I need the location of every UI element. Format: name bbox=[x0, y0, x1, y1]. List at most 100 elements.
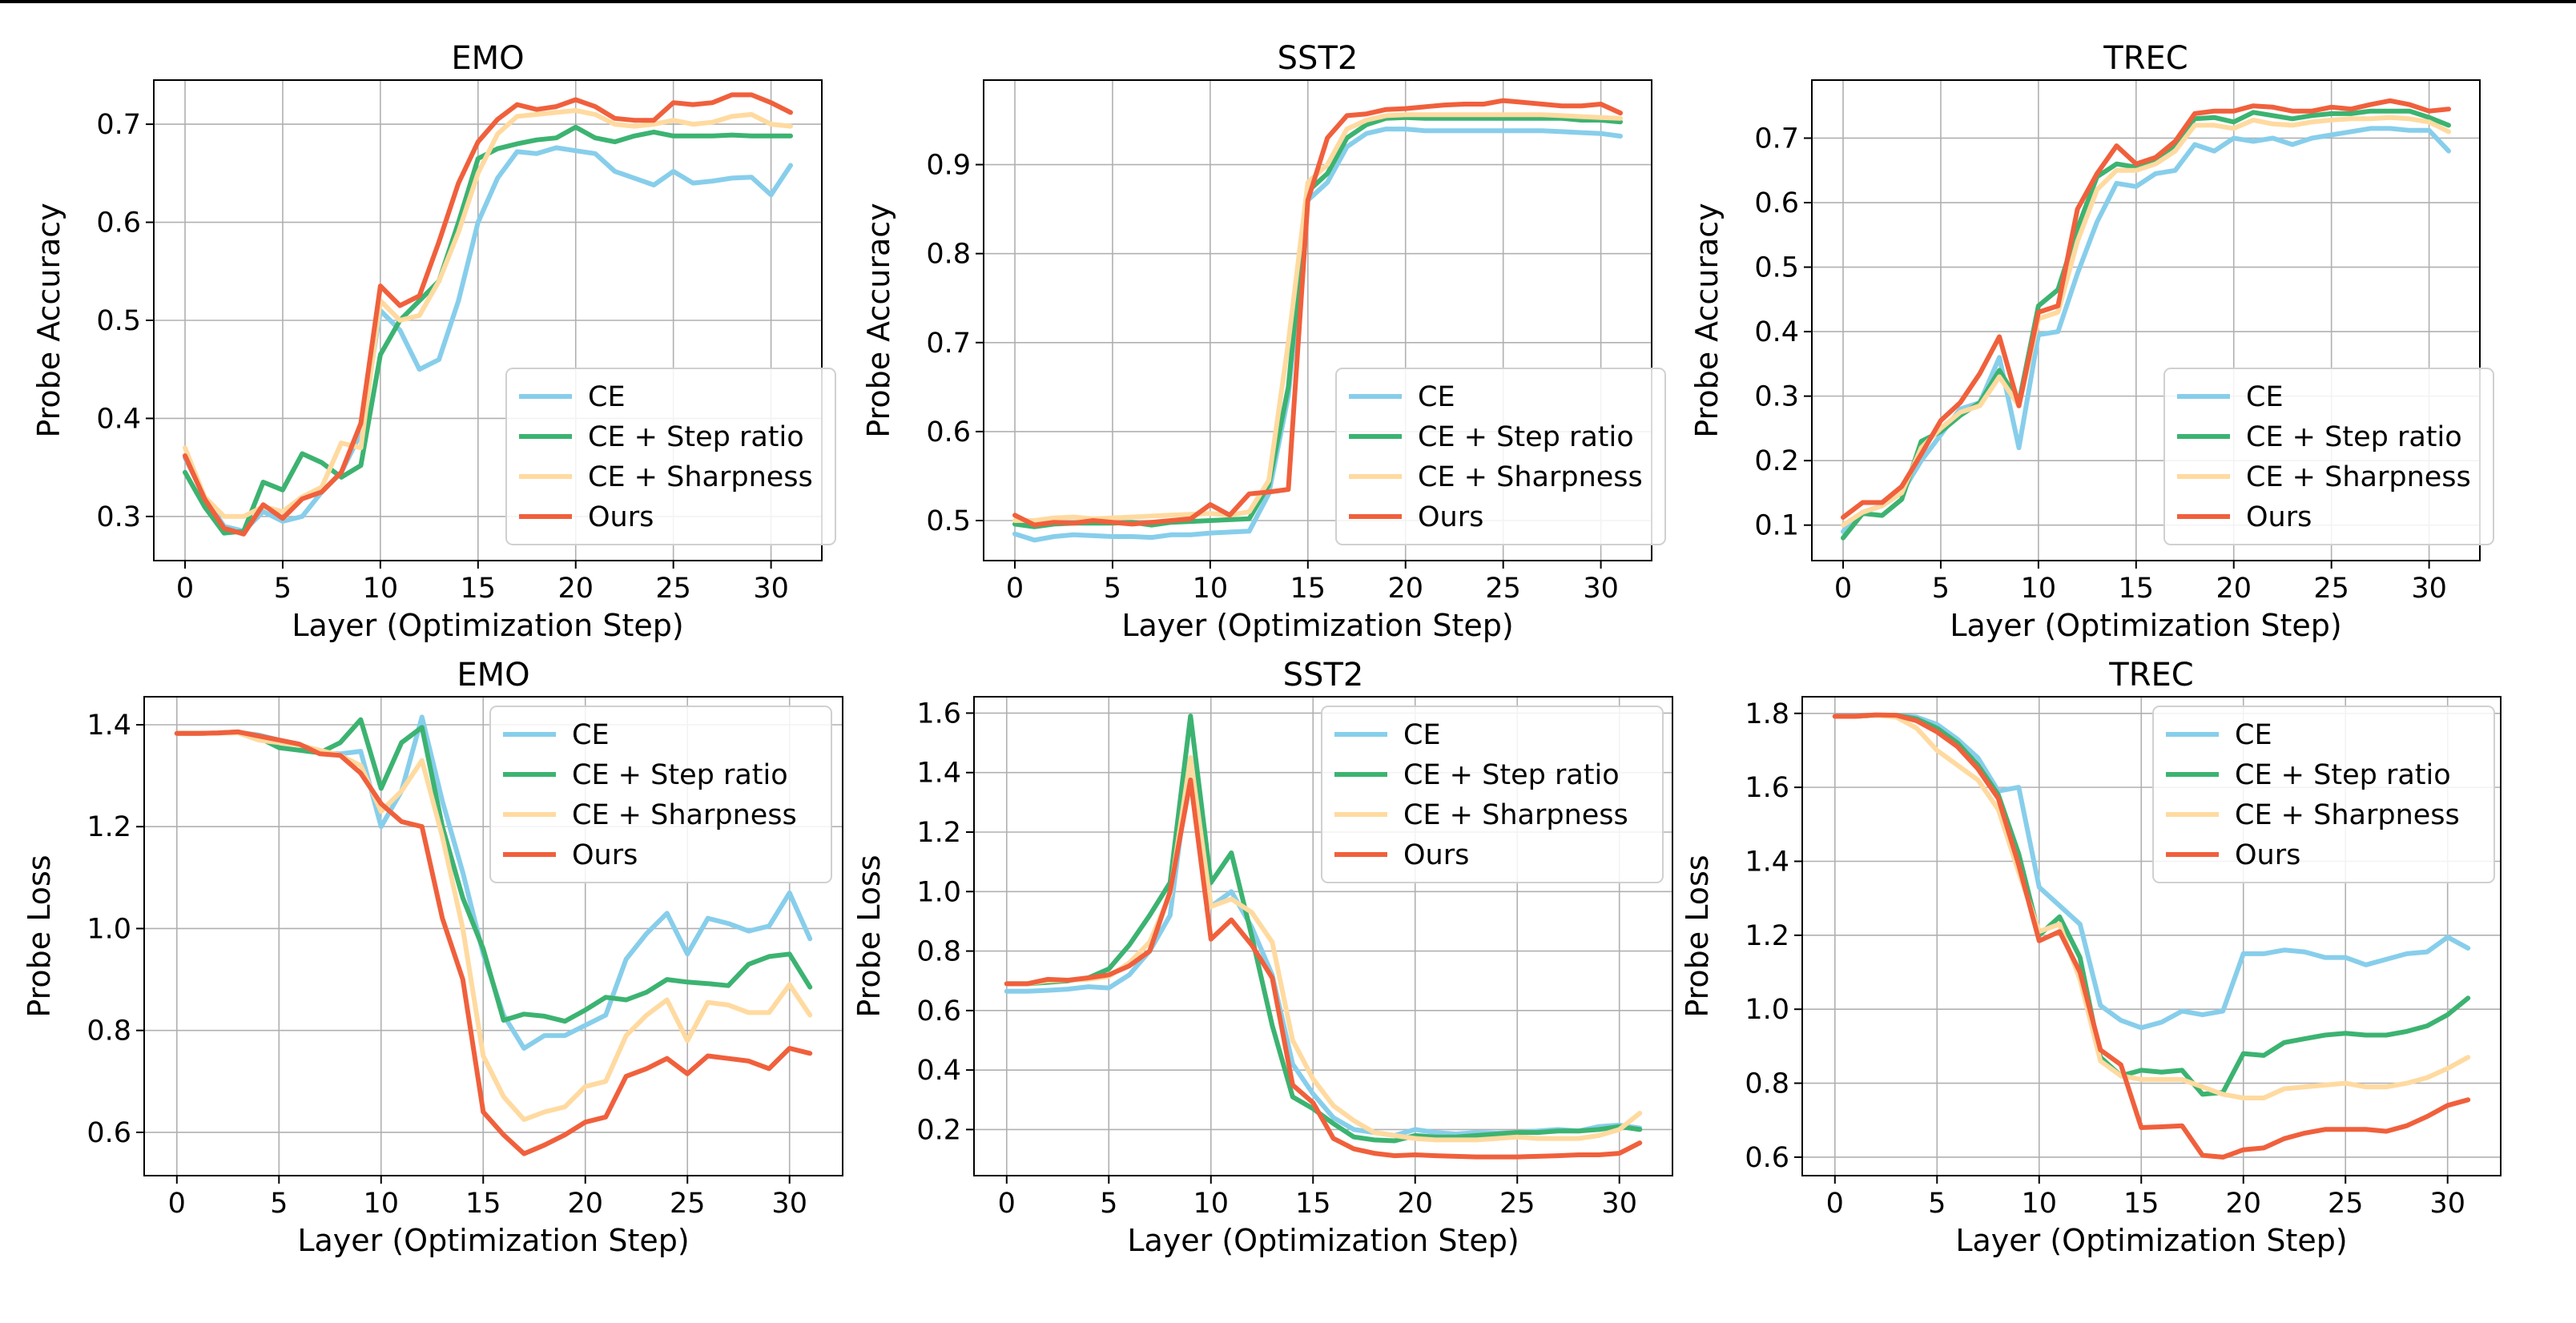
x-tick-label: 10 bbox=[363, 1188, 399, 1220]
series-line bbox=[174, 729, 813, 1156]
x-tick-label: 10 bbox=[2021, 1188, 2057, 1220]
legend-label: CE + Sharpness bbox=[1418, 461, 1643, 493]
y-tick-label: 1.0 bbox=[87, 913, 131, 945]
series-line bbox=[183, 92, 793, 537]
legend-label: Ours bbox=[1403, 839, 1469, 871]
chart-title: SST2 bbox=[1283, 657, 1364, 694]
y-tick-label: 1.0 bbox=[1745, 994, 1789, 1026]
x-axis-label: Layer (Optimization Step) bbox=[1121, 608, 1513, 643]
legend-label: CE bbox=[588, 381, 626, 413]
x-tick-label: 0 bbox=[1834, 573, 1852, 605]
chart-panel-5: 0 5 10 15 20 25 30 0.2 0.4 0.6 0.8 1.0 1.2 1.4 1.6 SST2… bbox=[851, 657, 1673, 1258]
legend-label: CE + Step ratio bbox=[1403, 759, 1620, 791]
legend-label: CE + Sharpness bbox=[2235, 799, 2460, 831]
legend-label: CE bbox=[2235, 719, 2272, 751]
legend-label: Ours bbox=[1418, 501, 1483, 533]
legend-label: Ours bbox=[2246, 501, 2312, 533]
y-tick-label: 0.8 bbox=[926, 239, 971, 271]
plot-frame bbox=[973, 696, 1673, 1176]
y-axis-label: Probe Accuracy bbox=[1689, 203, 1725, 437]
y-tick-label: 1.2 bbox=[87, 811, 131, 843]
y-tick-label: 0.7 bbox=[1754, 123, 1799, 155]
series-line bbox=[1832, 713, 2471, 1100]
legend-label: CE bbox=[1403, 719, 1441, 751]
legend-label: CE bbox=[572, 719, 610, 751]
legend-label: CE + Step ratio bbox=[588, 421, 804, 453]
y-tick-label: 0.6 bbox=[916, 995, 961, 1027]
x-tick-label: 20 bbox=[2225, 1188, 2261, 1220]
y-tick-label: 1.0 bbox=[916, 876, 961, 908]
x-tick-label: 5 bbox=[1100, 1188, 1117, 1220]
legend-label: CE + Step ratio bbox=[572, 759, 788, 791]
y-tick-label: 0.8 bbox=[916, 936, 961, 968]
y-axis-label: Probe Accuracy bbox=[861, 203, 896, 437]
chart-panel-3: 0 5 10 15 20 25 30 0.1 0.2 0.3 0.4 0.5 0.6 0.7 TREC Lay… bbox=[1689, 40, 2494, 643]
legend-box bbox=[1321, 706, 1664, 883]
legend: CE CE + Step ratio CE + Sharpness Ours bbox=[489, 706, 832, 883]
series-line bbox=[183, 145, 793, 534]
y-axis-label: Probe Loss bbox=[22, 855, 57, 1017]
x-tick-label: 15 bbox=[1295, 1188, 1331, 1220]
y-tick-label: 1.6 bbox=[916, 698, 961, 730]
x-tick-label: 10 bbox=[1193, 573, 1229, 605]
legend-box bbox=[2163, 368, 2494, 545]
x-tick-label: 30 bbox=[1601, 1188, 1637, 1220]
series-line bbox=[1832, 712, 2471, 1160]
y-tick-label: 0.6 bbox=[1745, 1142, 1789, 1174]
x-tick-label: 30 bbox=[771, 1188, 807, 1220]
chart-title: TREC bbox=[2108, 657, 2193, 694]
x-tick-label: 25 bbox=[1485, 573, 1521, 605]
x-tick-label: 20 bbox=[1387, 573, 1423, 605]
x-tick-label: 10 bbox=[1193, 1188, 1229, 1220]
x-tick-label: 20 bbox=[1397, 1188, 1433, 1220]
x-tick-label: 5 bbox=[274, 573, 292, 605]
series-line bbox=[1012, 98, 1623, 528]
x-tick-label: 15 bbox=[2119, 573, 2155, 605]
x-axis-label: Layer (Optimization Step) bbox=[1955, 1223, 2347, 1258]
x-tick-label: 25 bbox=[670, 1188, 706, 1220]
x-tick-label: 5 bbox=[1932, 573, 1950, 605]
x-tick-label: 30 bbox=[2411, 573, 2447, 605]
legend-box bbox=[489, 706, 832, 883]
x-tick-label: 25 bbox=[2328, 1188, 2364, 1220]
y-tick-label: 1.2 bbox=[1745, 920, 1789, 952]
y-tick-label: 0.1 bbox=[1754, 510, 1799, 542]
y-tick-label: 1.2 bbox=[916, 817, 961, 849]
legend-label: CE + Sharpness bbox=[1403, 799, 1628, 831]
x-tick-label: 0 bbox=[998, 1188, 1016, 1220]
y-tick-label: 0.6 bbox=[87, 1117, 131, 1149]
y-tick-label: 0.5 bbox=[96, 305, 141, 337]
x-tick-label: 5 bbox=[1104, 573, 1121, 605]
chart-panel-6: 0 5 10 15 20 25 30 0.6 0.8 1.0 1.2 1.4 1.6 1.8 TREC Lay… bbox=[1680, 657, 2502, 1258]
series-line bbox=[1012, 127, 1623, 543]
x-axis-label: Layer (Optimization Step) bbox=[297, 1223, 689, 1258]
y-tick-label: 0.8 bbox=[87, 1015, 131, 1048]
x-tick-label: 30 bbox=[2429, 1188, 2465, 1220]
y-tick-label: 0.7 bbox=[926, 328, 971, 360]
y-tick-label: 0.2 bbox=[916, 1114, 961, 1146]
x-tick-label: 10 bbox=[363, 573, 399, 605]
series-line bbox=[1841, 98, 2451, 520]
x-tick-label: 15 bbox=[465, 1188, 501, 1220]
plot-frame bbox=[983, 79, 1652, 561]
legend-label: CE + Sharpness bbox=[2246, 461, 2471, 493]
series-line bbox=[183, 108, 793, 519]
x-tick-label: 20 bbox=[2216, 573, 2252, 605]
chart-title: EMO bbox=[457, 657, 529, 694]
legend-label: CE + Step ratio bbox=[1418, 421, 1634, 453]
legend-label: CE + Sharpness bbox=[572, 799, 797, 831]
legend: CE CE + Step ratio CE + Sharpness Ours bbox=[505, 368, 836, 545]
y-tick-label: 1.4 bbox=[87, 710, 131, 742]
y-axis-label: Probe Loss bbox=[1680, 855, 1715, 1017]
y-tick-label: 0.4 bbox=[1754, 316, 1799, 348]
legend-box bbox=[505, 368, 836, 545]
legend-label: CE bbox=[2246, 381, 2284, 413]
chart-panel-1: 0 5 10 15 20 25 30 0.3 0.4 0.5 0.6 0.7 EMO Layer (Opt… bbox=[31, 40, 836, 643]
legend-label: CE bbox=[1418, 381, 1455, 413]
legend-box bbox=[2152, 706, 2495, 883]
x-tick-label: 20 bbox=[567, 1188, 603, 1220]
legend-label: Ours bbox=[2235, 839, 2300, 871]
x-tick-label: 25 bbox=[1499, 1188, 1536, 1220]
